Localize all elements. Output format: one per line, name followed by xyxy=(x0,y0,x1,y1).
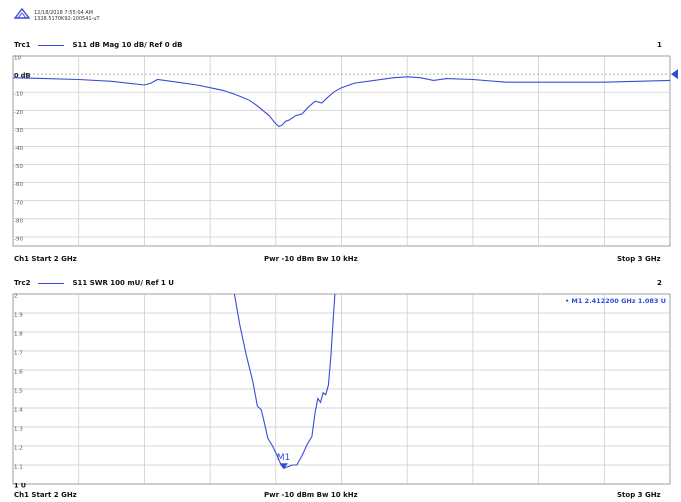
y-tick-label: 1.7 xyxy=(14,351,23,357)
instrument-id: 1328.5170K92-100541-uT xyxy=(34,16,100,22)
y-tick-label: -40 xyxy=(14,146,23,152)
trace2-chart: 2 1.9 1.8 1.7 1.6 1.5 1.4 1.3 1.2 1.1 1 U M1 • M1 2.… xyxy=(12,293,671,489)
marker-m1-label: M1 xyxy=(277,453,291,463)
y-tick-label: 2 xyxy=(14,294,18,300)
y-tick-label: -80 xyxy=(14,218,23,224)
marker-m1-triangle xyxy=(279,463,288,470)
y-tick-label: -90 xyxy=(14,236,23,242)
trace1-parameter: S11 dB Mag 10 dB/ Ref 0 dB xyxy=(72,41,183,49)
trace1-footer-power: Pwr -10 dBm Bw 10 kHz xyxy=(264,255,358,263)
trace1-chart: 10 0 dB -10 -20 -30 -40 -50 -60 -70 -80 -90 xyxy=(12,56,678,247)
trace2-footer-stop: Stop 3 GHz xyxy=(617,491,661,499)
y-tick-label: 1 U xyxy=(14,482,26,489)
y-tick-label: -50 xyxy=(14,164,23,170)
y-tick-label: 1.1 xyxy=(14,465,23,471)
trace1-label: Trc1 xyxy=(14,41,31,49)
y-tick-label: 1.5 xyxy=(14,389,23,395)
y-tick-label: -60 xyxy=(14,182,23,188)
trace1-footer-start: Ch1 Start 2 GHz xyxy=(14,255,77,263)
y-tick-label: 1.2 xyxy=(14,446,23,452)
trace-line xyxy=(233,293,336,469)
trace2-channel-number: 2 xyxy=(657,279,662,287)
reference-level-marker xyxy=(671,69,678,80)
trace1-legend-line xyxy=(38,44,65,46)
trace2-footer-start: Ch1 Start 2 GHz xyxy=(14,491,77,499)
trace2-title: Trc2 S11 SWR 100 mU/ Ref 1 U xyxy=(14,279,174,287)
y-tick-label: -30 xyxy=(14,128,23,134)
trace-line xyxy=(12,76,671,128)
trace1-footer-stop: Stop 3 GHz xyxy=(617,255,661,263)
marker-readout: • M1 2.412200 GHz 1.083 U xyxy=(565,297,666,305)
timestamp: 12/18/2018 7:55:04 AM xyxy=(34,10,94,16)
y-tick-label: 1.3 xyxy=(14,427,23,433)
y-tick-label: 1.6 xyxy=(14,370,23,376)
trace2-legend-line xyxy=(38,282,65,284)
y-tick-label: 1.8 xyxy=(14,332,23,338)
y-tick-label: -20 xyxy=(14,110,23,116)
trace2-parameter: S11 SWR 100 mU/ Ref 1 U xyxy=(72,279,174,287)
y-tick-label: -10 xyxy=(14,92,23,98)
y-tick-label: -70 xyxy=(14,200,23,206)
trace2-label: Trc2 xyxy=(14,279,31,287)
y-tick-label: 1.9 xyxy=(14,313,23,319)
y-tick-label: 10 xyxy=(14,56,21,62)
trace2-footer-power: Pwr -10 dBm Bw 10 kHz xyxy=(264,491,358,499)
header-info: 12/18/2018 7:55:04 AM 1328.5170K92-10054… xyxy=(34,10,100,22)
y-tick-label: 1.4 xyxy=(14,408,23,414)
trace1-title: Trc1 S11 dB Mag 10 dB/ Ref 0 dB xyxy=(14,41,182,49)
rohde-schwarz-logo-icon xyxy=(14,8,30,19)
trace1-channel-number: 1 xyxy=(657,41,662,49)
y-tick-label: 0 dB xyxy=(14,72,30,80)
